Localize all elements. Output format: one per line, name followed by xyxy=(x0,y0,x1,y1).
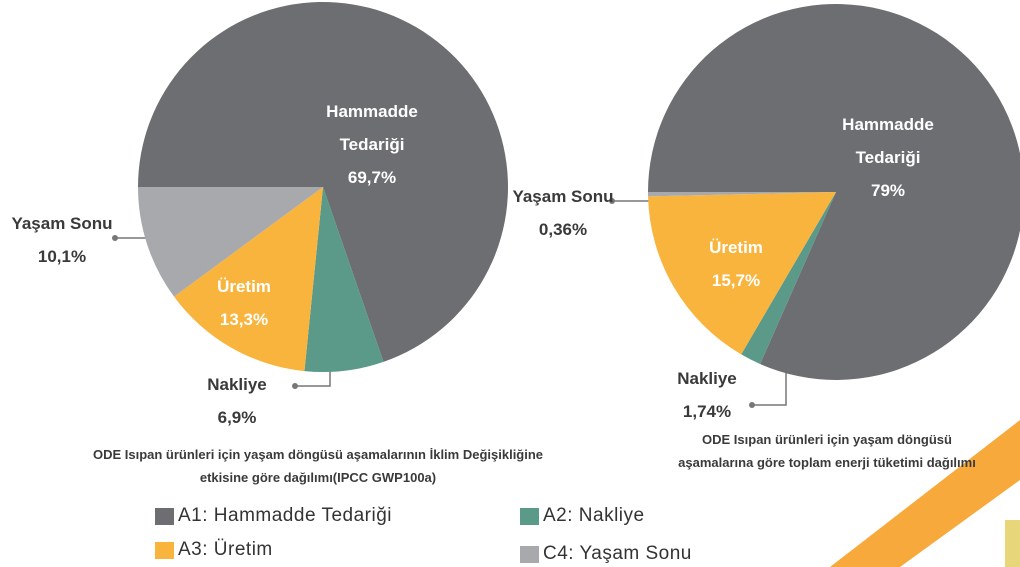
legend-label: C4: Yaşam Sonu xyxy=(543,543,692,565)
chart-caption: ODE Isıpan ürünleri için yaşam döngüsü a… xyxy=(677,428,977,474)
legend-label: A3: Üretim xyxy=(178,539,273,561)
legend-label: A2: Nakliye xyxy=(543,505,645,527)
legend-item: C4: Yaşam Sonu xyxy=(520,543,692,565)
decor-box xyxy=(1005,520,1020,567)
legend-item: A2: Nakliye xyxy=(520,505,645,527)
slice-category: Yaşam Sonu xyxy=(0,207,127,240)
slice-value: 6,9% xyxy=(187,401,287,434)
slice-category: Nakliye xyxy=(657,362,757,395)
legend-swatch xyxy=(155,542,174,559)
slice-category: Hammadde Tedariği xyxy=(823,108,953,174)
legend-item: A3: Üretim xyxy=(155,539,273,561)
slice-value: 79% xyxy=(823,174,953,207)
slice-category: Üretim xyxy=(194,270,294,303)
chart-caption: ODE Isıpan ürünleri için yaşam döngüsü a… xyxy=(83,443,553,489)
legend-label: A1: Hammadde Tedariği xyxy=(178,505,392,527)
slice-category: Hammadde Tedariği xyxy=(307,95,437,161)
slice-value: 1,74% xyxy=(657,395,757,428)
slice-category: Yaşam Sonu xyxy=(498,180,628,213)
slice-category: Nakliye xyxy=(187,368,287,401)
slice-value: 15,7% xyxy=(686,264,786,297)
legend-swatch xyxy=(155,508,174,525)
slice-value: 10,1% xyxy=(0,240,127,273)
page: Hammadde Tedariği69,7%Nakliye6,9%Üretim1… xyxy=(0,0,1020,567)
slice-category: Üretim xyxy=(686,231,786,264)
slice-value: 13,3% xyxy=(194,303,294,336)
legend-swatch xyxy=(520,508,539,525)
slice-value: 69,7% xyxy=(307,161,437,194)
slice-value: 0,36% xyxy=(498,213,628,246)
legend-item: A1: Hammadde Tedariği xyxy=(155,505,392,527)
legend-swatch xyxy=(520,546,539,563)
